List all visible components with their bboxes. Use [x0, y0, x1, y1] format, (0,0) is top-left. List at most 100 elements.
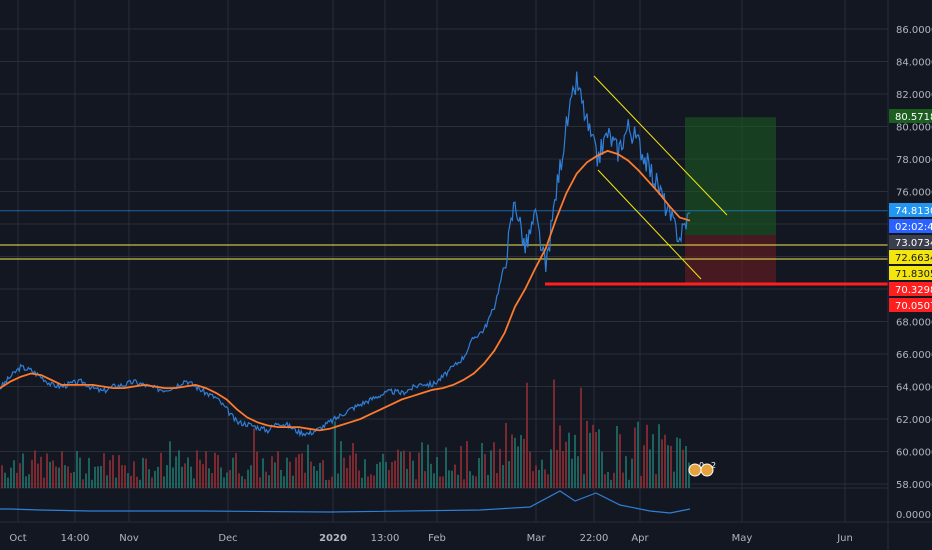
event-marker-count: 2	[711, 461, 716, 470]
volume-bar	[397, 449, 399, 488]
horizontal-levels	[0, 210, 888, 286]
level-tag-70-0: 70.0507	[895, 301, 932, 312]
volume-bar	[574, 434, 576, 488]
volume-bar	[466, 441, 468, 488]
volume-bar	[295, 457, 297, 488]
volume-bar	[379, 462, 381, 488]
level-tag-73-bg	[889, 235, 932, 249]
volume-bar	[187, 457, 189, 488]
oscillator-line	[0, 490, 691, 514]
volume-bar	[553, 379, 555, 488]
volume-bar	[505, 423, 507, 488]
volume-bar	[568, 432, 570, 488]
level-tag-72-bg	[889, 250, 932, 264]
volume-bar	[529, 451, 531, 488]
y-tick-label: 76.0000	[896, 188, 932, 199]
level-tag-72: 72.6634	[895, 253, 932, 264]
volume-bar	[355, 453, 357, 488]
volume-bar	[229, 470, 231, 488]
volume-bar	[508, 461, 510, 488]
volume-bar	[532, 471, 534, 488]
volume-bar	[628, 479, 630, 488]
volume-bar	[7, 477, 9, 488]
volume-bar	[175, 456, 177, 488]
volume-bar	[58, 467, 60, 488]
volume-bar	[619, 434, 621, 488]
volume-bar	[613, 472, 615, 488]
volume-bar	[640, 475, 642, 488]
volume-bar	[286, 457, 288, 488]
x-tick-label: Mar	[527, 533, 547, 544]
volume-bar	[682, 449, 684, 488]
volume-bar	[658, 424, 660, 488]
volume-bar	[445, 447, 447, 488]
volume-bar	[196, 450, 198, 488]
volume-bar	[535, 465, 537, 488]
level-tag-73: 73.0734	[895, 238, 932, 249]
volume-bar	[304, 472, 306, 488]
volume-bar	[61, 451, 63, 488]
time-axis[interactable]: Oct 14:00 Nov Dec 2020 13:00 Feb Mar 22:00 Apr May…	[0, 521, 932, 544]
volume-bar	[586, 420, 588, 488]
volume-bar	[325, 479, 327, 488]
event-marker-icon[interactable]	[700, 463, 714, 477]
volume-bar	[688, 462, 690, 488]
volume-bar	[19, 463, 21, 488]
take-profit-tag: 80.5718	[895, 112, 932, 123]
volume-bar	[361, 477, 363, 488]
volume-bar	[307, 444, 309, 488]
volume-bar	[121, 465, 123, 488]
volume-bar	[403, 450, 405, 488]
volume-bar	[136, 476, 138, 488]
trendline-lower	[597, 169, 702, 280]
volume-bar	[34, 450, 36, 488]
volume-bar	[268, 475, 270, 488]
volume-bar	[70, 472, 72, 488]
volume-bar	[316, 470, 318, 488]
volume-bar	[292, 475, 294, 488]
volume-bar	[367, 476, 369, 488]
volume-bar	[199, 459, 201, 488]
price-series	[0, 71, 691, 438]
volume-bar	[571, 458, 573, 488]
volume-bar	[418, 452, 420, 488]
volume-bar	[580, 387, 582, 488]
y-tick-label: 82.0000	[896, 90, 932, 101]
volume-bar	[607, 471, 609, 488]
volume-bar	[469, 471, 471, 488]
volume-bar	[649, 449, 651, 488]
volume-bar	[472, 475, 474, 488]
volume-bar	[409, 451, 411, 488]
volume-bar	[103, 453, 105, 488]
price-axis[interactable]: 58.0000 60.0000 62.0000 64.0000 66.0000 68.00…	[887, 0, 932, 550]
volume-bar	[520, 434, 522, 488]
level-tag-70-3-bg	[889, 282, 932, 296]
volume-bar	[241, 476, 243, 488]
volume-bar	[499, 448, 501, 488]
volume-bar	[412, 460, 414, 488]
x-tick-label: 13:00	[371, 533, 400, 544]
volume-bar	[484, 454, 486, 488]
volume-bar	[376, 463, 378, 488]
volume-bar	[511, 434, 513, 488]
volume-bar	[547, 474, 549, 488]
volume-bar	[220, 467, 222, 488]
oscillator-pane	[0, 490, 691, 514]
volume-bar	[589, 432, 591, 488]
volume-bar	[139, 479, 141, 488]
volume-bar	[598, 429, 600, 488]
volume-bar	[622, 472, 624, 488]
volume-bar	[337, 473, 339, 488]
x-tick-label: 2020	[319, 533, 347, 544]
volume-bar	[223, 477, 225, 488]
volume-bar	[4, 472, 6, 488]
volume-bar	[382, 453, 384, 488]
volume-bar	[319, 462, 321, 488]
trend-channel	[593, 75, 728, 280]
volume-bar	[673, 471, 675, 488]
volume-bar	[421, 442, 423, 488]
volume-bar	[238, 473, 240, 488]
